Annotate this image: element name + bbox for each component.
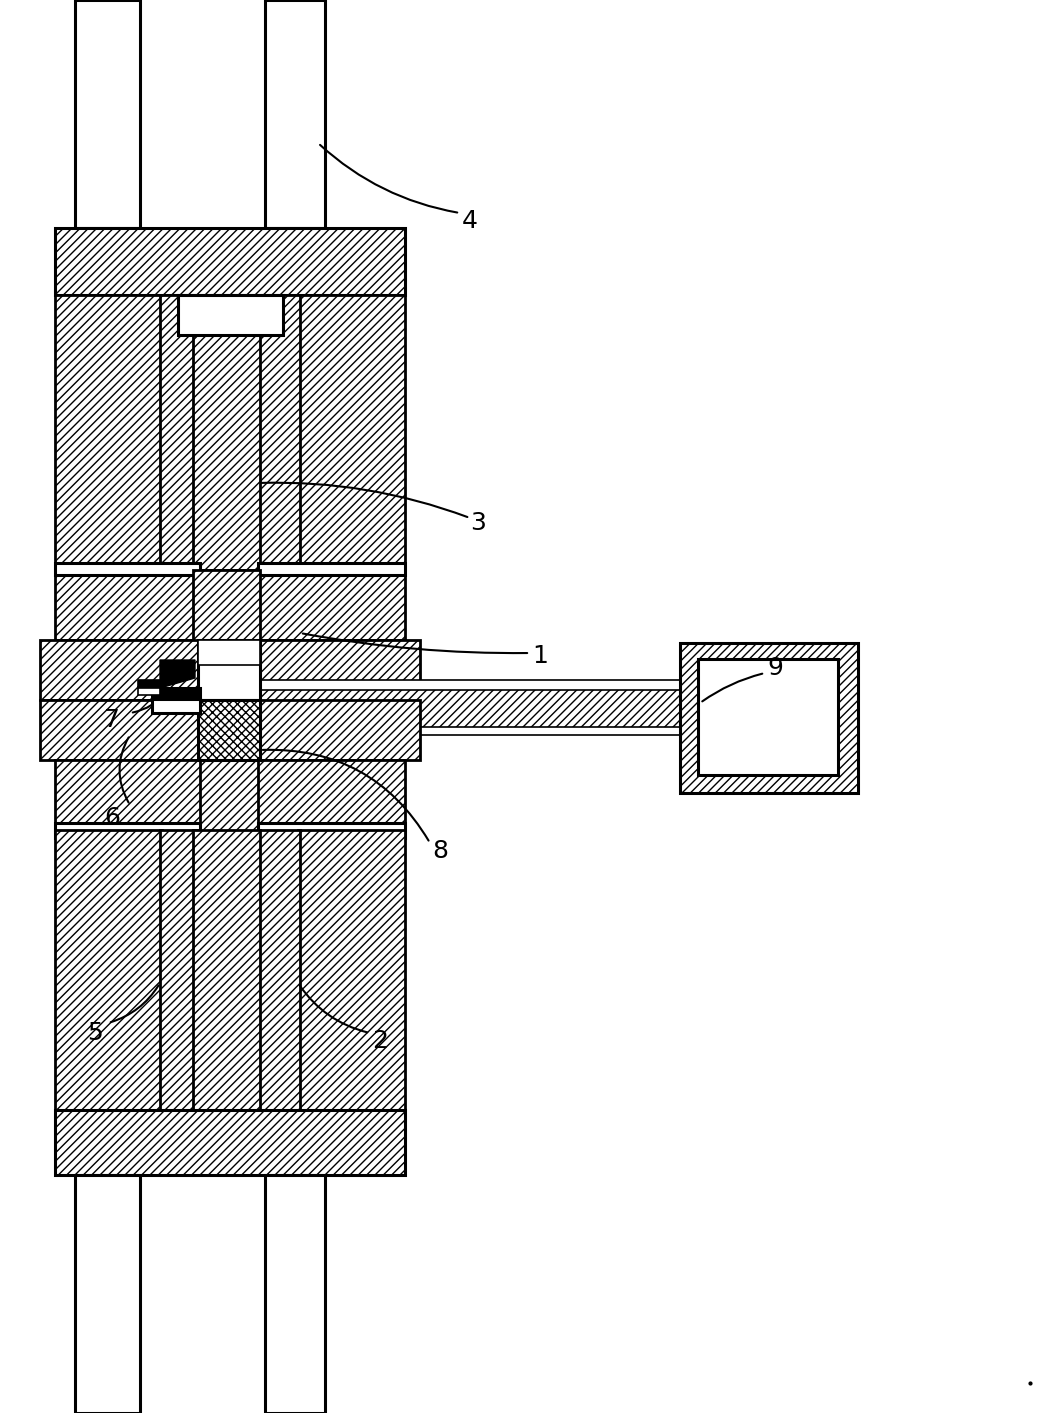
Bar xyxy=(258,680,763,690)
Text: 9: 9 xyxy=(767,656,783,680)
Text: 2: 2 xyxy=(372,1029,388,1053)
Bar xyxy=(258,829,300,1111)
Bar xyxy=(198,699,260,760)
Bar xyxy=(40,640,200,699)
Bar xyxy=(298,295,405,569)
Bar xyxy=(160,295,198,569)
Bar xyxy=(298,829,405,1111)
Bar xyxy=(55,1111,405,1176)
Bar xyxy=(198,640,260,699)
Bar xyxy=(258,295,300,569)
Text: 1: 1 xyxy=(532,644,548,668)
Bar xyxy=(193,760,260,885)
Bar xyxy=(264,1176,325,1413)
Text: 3: 3 xyxy=(470,512,486,536)
Polygon shape xyxy=(160,660,195,688)
Bar xyxy=(258,569,405,640)
Bar xyxy=(258,640,420,699)
Text: 5: 5 xyxy=(87,1022,103,1046)
Bar xyxy=(55,295,162,569)
Bar xyxy=(178,295,282,335)
Bar xyxy=(55,829,162,1111)
Text: 8: 8 xyxy=(432,839,448,863)
Bar xyxy=(75,0,140,227)
Bar xyxy=(40,699,200,760)
Bar xyxy=(193,569,260,695)
Bar xyxy=(152,699,200,714)
Bar xyxy=(55,569,200,640)
Bar xyxy=(698,658,838,774)
Bar xyxy=(193,295,260,569)
Bar xyxy=(258,760,405,829)
Bar xyxy=(138,680,160,688)
Bar xyxy=(152,688,200,699)
Bar xyxy=(75,1176,140,1413)
Bar xyxy=(258,728,763,735)
Bar xyxy=(55,227,405,295)
Bar xyxy=(198,640,260,666)
Text: 7: 7 xyxy=(104,708,120,732)
Bar xyxy=(138,687,160,695)
Bar xyxy=(264,0,325,227)
Text: 4: 4 xyxy=(462,209,478,233)
Bar xyxy=(258,699,420,760)
Bar xyxy=(55,562,200,575)
Bar xyxy=(258,688,763,731)
Bar xyxy=(55,822,200,838)
Bar xyxy=(55,760,200,829)
Bar xyxy=(193,829,260,1111)
Text: 6: 6 xyxy=(104,805,120,829)
Bar xyxy=(258,822,405,838)
Bar xyxy=(160,829,198,1111)
Bar xyxy=(258,562,405,575)
Bar xyxy=(680,643,858,793)
